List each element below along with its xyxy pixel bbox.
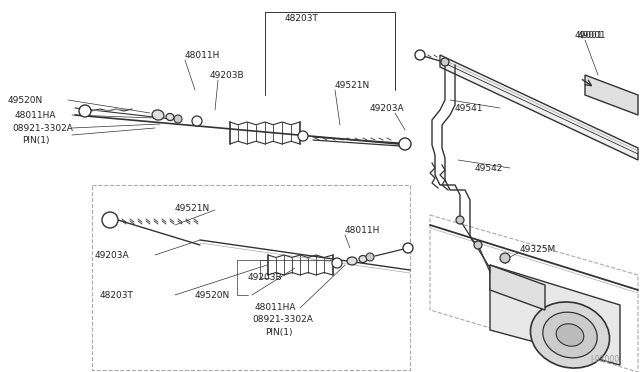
Text: 49521N: 49521N <box>175 203 211 212</box>
Text: 48011HA: 48011HA <box>255 304 296 312</box>
Circle shape <box>474 241 482 249</box>
Text: 49521N: 49521N <box>335 80 371 90</box>
Circle shape <box>79 105 91 117</box>
Circle shape <box>298 131 308 141</box>
Text: 49520N: 49520N <box>8 96 44 105</box>
Text: 49001: 49001 <box>575 31 604 39</box>
Text: 48011H: 48011H <box>345 225 380 234</box>
Polygon shape <box>490 265 620 365</box>
Polygon shape <box>490 265 545 310</box>
Text: 49520N: 49520N <box>195 291 230 299</box>
Ellipse shape <box>531 302 609 368</box>
Text: 49203A: 49203A <box>370 103 404 112</box>
Text: 48011H: 48011H <box>185 51 220 60</box>
Circle shape <box>332 258 342 268</box>
Circle shape <box>403 243 413 253</box>
Circle shape <box>174 115 182 123</box>
Text: PIN(1): PIN(1) <box>22 135 49 144</box>
Circle shape <box>102 212 118 228</box>
Text: J-93000: J-93000 <box>590 356 619 365</box>
Ellipse shape <box>556 324 584 346</box>
Text: 48203T: 48203T <box>100 291 134 299</box>
Ellipse shape <box>166 113 174 121</box>
Circle shape <box>441 58 449 66</box>
Circle shape <box>456 216 464 224</box>
Polygon shape <box>585 75 638 115</box>
Text: 08921-3302A: 08921-3302A <box>252 315 313 324</box>
Text: PIN(1): PIN(1) <box>265 328 292 337</box>
Circle shape <box>366 253 374 261</box>
Polygon shape <box>440 55 638 160</box>
Text: 48203T: 48203T <box>285 13 319 22</box>
Text: 49203B: 49203B <box>248 273 283 282</box>
Text: 49001: 49001 <box>578 31 607 39</box>
Circle shape <box>415 50 425 60</box>
Ellipse shape <box>543 312 597 358</box>
Ellipse shape <box>359 256 367 263</box>
Circle shape <box>500 253 510 263</box>
Text: 49203B: 49203B <box>210 71 244 80</box>
Text: 49203A: 49203A <box>95 250 130 260</box>
Circle shape <box>399 138 411 150</box>
Circle shape <box>192 116 202 126</box>
Ellipse shape <box>152 110 164 120</box>
Text: 08921-3302A: 08921-3302A <box>12 124 73 132</box>
Ellipse shape <box>347 257 357 265</box>
Text: 48011HA: 48011HA <box>15 110 56 119</box>
Text: 49541: 49541 <box>455 103 483 112</box>
Text: 49542: 49542 <box>475 164 504 173</box>
Text: 49325M: 49325M <box>520 246 556 254</box>
